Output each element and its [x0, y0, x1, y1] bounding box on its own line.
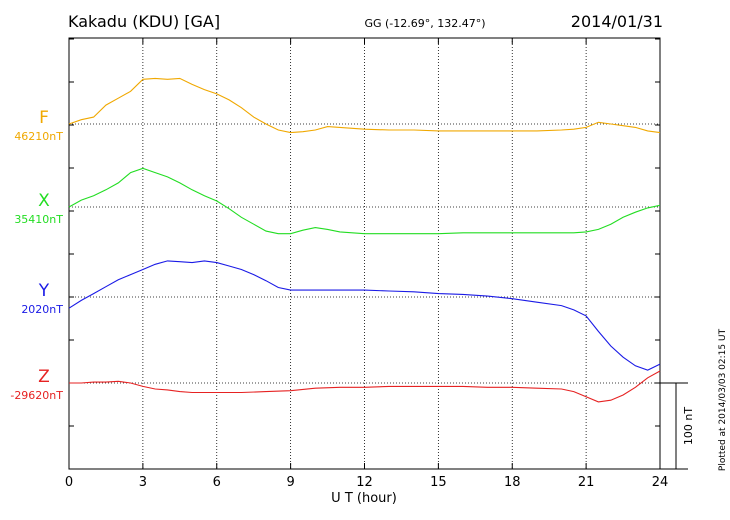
x-tick-label: 21: [578, 475, 595, 490]
series-name-y: Y: [38, 281, 50, 301]
plotted-at-note: Plotted at 2014/03/03 02:15 UT: [718, 328, 728, 471]
x-tick-label: 12: [356, 475, 373, 490]
series-name-f: F: [39, 108, 49, 128]
x-tick-label: 3: [139, 475, 147, 490]
series-line-z: [69, 370, 661, 403]
series-line-y: [68, 260, 661, 371]
series-name-z: Z: [38, 367, 50, 387]
x-tick-label: 24: [652, 475, 669, 490]
baseline-label-z: -29620nT: [10, 389, 63, 402]
x-tick-label: 15: [430, 475, 447, 490]
x-tick-label: 9: [286, 475, 294, 490]
coordinates-label: GG (-12.69°, 132.47°): [364, 17, 485, 30]
series-name-x: X: [38, 191, 50, 211]
scale-bar-label: 100 nT: [682, 407, 695, 445]
series-line-f: [68, 77, 661, 134]
x-axis-label: U T (hour): [331, 491, 397, 506]
grid: [69, 38, 660, 470]
scale-bar: 100 nT: [660, 382, 695, 470]
x-tick-label: 0: [65, 475, 73, 490]
date-label: 2014/01/31: [571, 12, 663, 31]
x-axis: 0 3 6 9 12 15 18 21 24: [65, 38, 668, 490]
x-tick-label: 6: [213, 475, 221, 490]
baseline-label-x: 35410nT: [14, 213, 63, 226]
baseline-label-f: 46210nT: [14, 130, 63, 143]
series-line-x: [68, 167, 661, 235]
x-tick-label: 18: [504, 475, 521, 490]
baseline-label-y: 2020nT: [21, 303, 63, 316]
station-title: Kakadu (KDU) [GA]: [68, 12, 220, 31]
series-group: F 46210nT X 35410nT Y 2020nT Z -29620nT: [10, 77, 661, 403]
